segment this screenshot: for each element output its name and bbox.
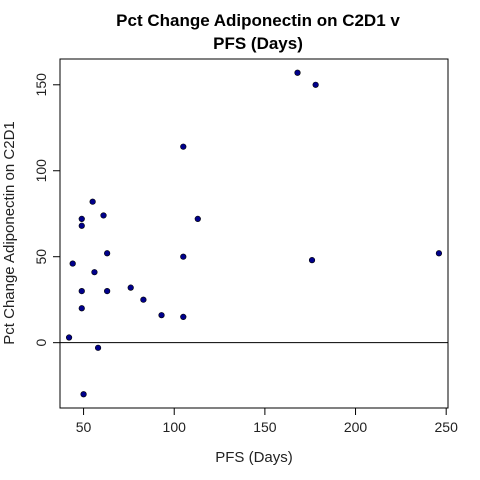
data-point	[158, 312, 165, 319]
x-tick-label: 250	[435, 419, 459, 435]
data-point	[80, 391, 87, 398]
data-point	[294, 69, 301, 76]
data-point	[194, 215, 201, 222]
x-axis: 50 100 150 200 250	[76, 407, 459, 435]
data-point	[312, 81, 319, 88]
data-point	[180, 143, 187, 150]
data-point	[180, 253, 187, 260]
y-axis: 0 50 100 150	[33, 73, 61, 347]
data-point	[65, 334, 73, 341]
data-point	[308, 257, 316, 264]
plot-area-frame	[59, 58, 449, 409]
data-point	[94, 344, 102, 351]
y-axis-label: Pct Change Adiponectin on C2D1	[1, 121, 18, 344]
data-point	[78, 222, 85, 229]
x-axis-label: PFS (Days)	[215, 449, 293, 466]
data-point	[89, 198, 96, 205]
data-point	[78, 287, 85, 295]
data-point	[104, 250, 111, 257]
x-tick-label: 150	[253, 419, 277, 435]
x-tick-label: 50	[76, 419, 92, 435]
data-point	[140, 296, 147, 303]
data-point	[435, 250, 443, 257]
data-point	[78, 305, 85, 312]
y-tick-label: 50	[33, 249, 49, 265]
chart-title-line-2: PFS (Days)	[213, 34, 303, 53]
data-point	[180, 313, 187, 320]
y-tick-label: 0	[33, 339, 49, 347]
x-tick-label: 200	[344, 419, 368, 435]
data-points	[65, 69, 443, 398]
data-point	[104, 287, 111, 295]
data-point	[91, 269, 98, 276]
data-point	[100, 212, 107, 219]
data-point	[69, 260, 76, 267]
y-tick-label: 100	[33, 159, 49, 183]
data-point	[127, 284, 134, 291]
x-tick-label: 100	[163, 419, 187, 435]
y-tick-label: 150	[33, 73, 49, 97]
chart-title-line-1: Pct Change Adiponectin on C2D1 v	[116, 11, 400, 30]
data-point	[78, 215, 85, 222]
